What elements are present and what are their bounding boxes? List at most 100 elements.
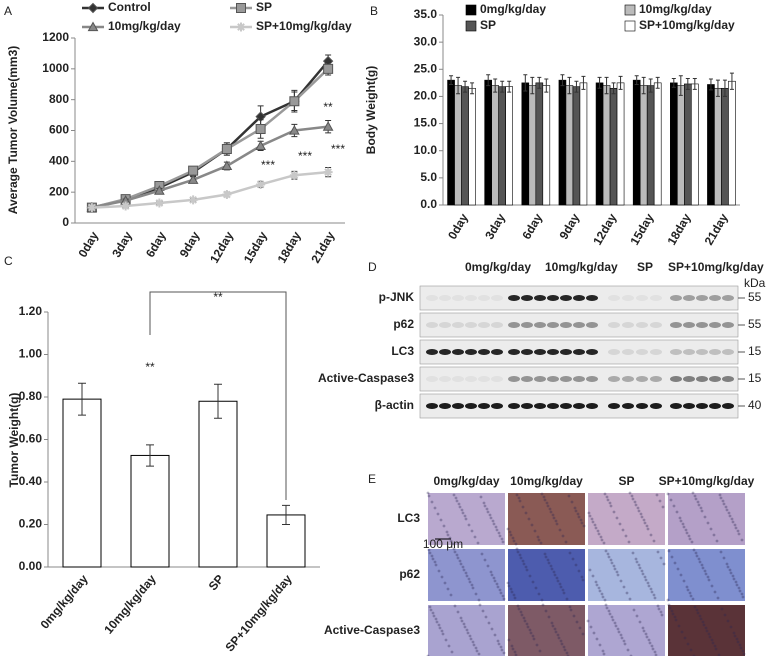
ihc-texture — [722, 502, 726, 506]
ihc-texture — [555, 522, 559, 526]
ihc-texture — [494, 525, 498, 529]
ihc-texture — [527, 517, 531, 521]
y-tick-label: 0.20 — [19, 517, 43, 531]
ihc-texture — [718, 493, 722, 497]
error-bar — [146, 444, 154, 467]
ihc-texture — [524, 511, 528, 515]
error-bar — [449, 75, 454, 85]
annotation: *** — [261, 158, 275, 172]
blot-band — [608, 349, 620, 355]
ihc-texture — [582, 524, 586, 528]
ihc-texture — [719, 550, 723, 554]
ihc-texture — [540, 492, 544, 496]
line — [91, 170, 329, 209]
ihc-texture — [641, 626, 645, 630]
ihc-texture — [640, 569, 644, 573]
ihc-texture — [555, 576, 559, 580]
ihc-texture — [646, 581, 650, 585]
ihc-texture — [635, 614, 639, 618]
error-bar — [722, 79, 727, 97]
ihc-texture — [736, 529, 740, 533]
ihc-texture — [601, 595, 605, 599]
ihc-texture — [637, 509, 641, 513]
ihc-texture — [632, 608, 636, 612]
ihc-texture — [707, 578, 711, 582]
ihc-texture — [578, 626, 582, 630]
ihc-texture — [556, 579, 560, 583]
blot-band — [439, 376, 451, 382]
ihc-texture — [526, 625, 530, 629]
ihc-texture — [464, 517, 468, 521]
blot-band — [608, 322, 620, 328]
blot-band — [696, 349, 708, 355]
ihc-texture — [487, 621, 491, 625]
ihc-texture — [656, 604, 660, 608]
ihc-texture — [531, 580, 535, 584]
ihc-texture — [634, 503, 638, 507]
ihc-texture — [502, 597, 506, 601]
ihc-texture — [696, 500, 700, 504]
ihc-texture — [600, 592, 604, 596]
blot-strip — [419, 312, 739, 338]
bar — [602, 85, 611, 206]
blot-band — [560, 403, 572, 409]
ihc-texture — [608, 501, 612, 505]
ihc-texture — [701, 620, 705, 624]
ihc-texture — [685, 585, 689, 589]
ihc-texture — [461, 565, 465, 569]
ihc-texture — [486, 564, 490, 568]
error-bar — [78, 382, 86, 416]
ihc-texture — [532, 637, 536, 641]
ihc-texture — [615, 516, 619, 520]
ihc-texture — [513, 650, 517, 654]
blot-band — [683, 403, 695, 409]
bar — [461, 86, 469, 206]
blot-size: 55 — [748, 317, 762, 331]
blot-band — [650, 349, 662, 355]
ihc-texture — [704, 572, 708, 576]
ihc-texture — [565, 651, 569, 655]
ihc-texture — [490, 627, 494, 631]
blot-band — [622, 322, 634, 328]
ihc-texture — [638, 620, 642, 624]
ihc-texture — [704, 626, 708, 630]
blot-band — [650, 403, 662, 409]
ihc-texture — [518, 553, 522, 557]
ihc-group-label: 0mg/kg/day — [433, 474, 499, 488]
ihc-texture — [733, 523, 737, 527]
ihc-texture — [557, 636, 561, 640]
blot-band — [709, 295, 721, 301]
blot-band — [508, 376, 520, 382]
ihc-texture — [510, 644, 514, 648]
blot-band — [521, 322, 533, 328]
blot-band — [452, 403, 464, 409]
ihc-texture — [638, 566, 642, 570]
blot-band — [722, 322, 734, 328]
error-bar-line — [500, 80, 505, 93]
blot-band — [636, 322, 648, 328]
line — [91, 67, 329, 209]
error-bar-line — [581, 75, 586, 90]
ihc-texture — [547, 615, 551, 619]
ihc-texture — [591, 574, 595, 578]
blot-band — [670, 349, 682, 355]
ihc-texture — [609, 558, 613, 562]
ihc-texture — [680, 630, 684, 634]
error-bar-line — [715, 79, 720, 97]
ihc-texture — [653, 596, 657, 600]
ihc-texture — [473, 535, 477, 539]
blot-band — [573, 403, 585, 409]
ihc-texture — [695, 554, 699, 558]
ihc-texture — [689, 648, 693, 652]
ihc-texture — [432, 614, 436, 618]
blot-band — [683, 295, 695, 301]
blot-band — [465, 295, 477, 301]
ihc-texture — [668, 606, 672, 610]
ihc-texture — [695, 608, 699, 612]
ihc-texture — [529, 631, 533, 635]
ihc-texture — [605, 606, 609, 610]
blot-band — [622, 295, 634, 301]
ihc-texture — [452, 493, 456, 497]
ihc-texture — [621, 528, 625, 532]
ihc-texture — [739, 646, 743, 650]
